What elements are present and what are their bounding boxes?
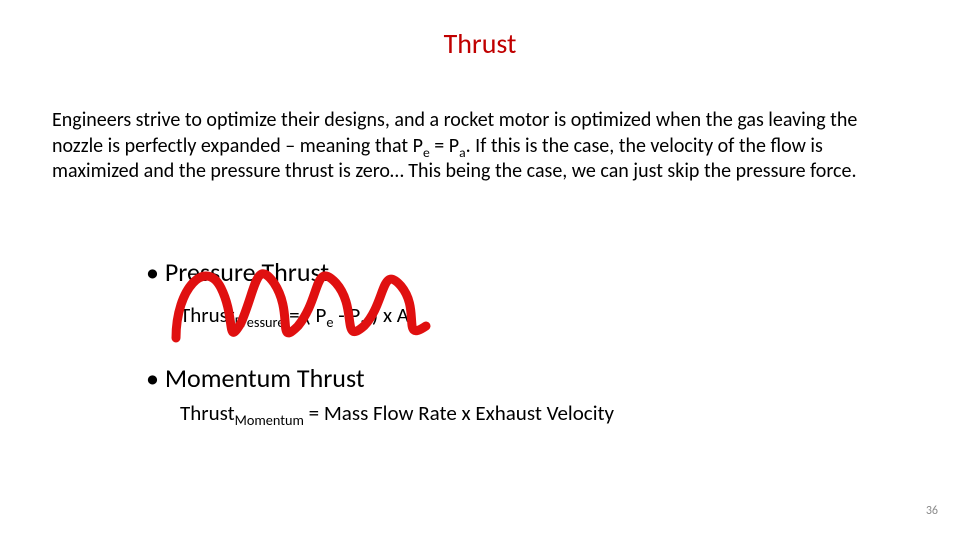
para-text-2: = P	[430, 134, 459, 158]
fm1s: Momentum	[235, 411, 304, 429]
ft1s: Pressure	[235, 313, 285, 331]
formula-momentum-thrust: ThrustMomentum = Mass Flow Rate x Exhaus…	[180, 400, 866, 426]
ft4s: e	[409, 313, 416, 331]
ft2: = ( P	[284, 302, 326, 328]
bullet-momentum-thrust: Momentum Thrust	[146, 362, 866, 394]
fm2: = Mass Flow Rate x Exhaust Velocity	[304, 400, 614, 426]
para-sub-e: e	[423, 144, 430, 161]
bullet-pressure-thrust: Pressure Thrust	[146, 256, 866, 288]
slide: Thrust Engineers strive to optimize thei…	[0, 0, 960, 540]
ft1: Thrust	[180, 302, 235, 328]
formula-pressure-thrust: ThrustPressure = ( Pe - Pa ) x Ae	[180, 302, 866, 328]
ft3: - P	[333, 302, 360, 328]
slide-title: Thrust	[0, 26, 960, 61]
content-block: Pressure Thrust ThrustPressure = ( Pe - …	[146, 256, 866, 460]
intro-paragraph: Engineers strive to optimize their desig…	[52, 108, 902, 185]
ft4: ) x A	[367, 302, 409, 328]
page-number: 36	[926, 504, 938, 518]
fm1: Thrust	[180, 400, 235, 426]
